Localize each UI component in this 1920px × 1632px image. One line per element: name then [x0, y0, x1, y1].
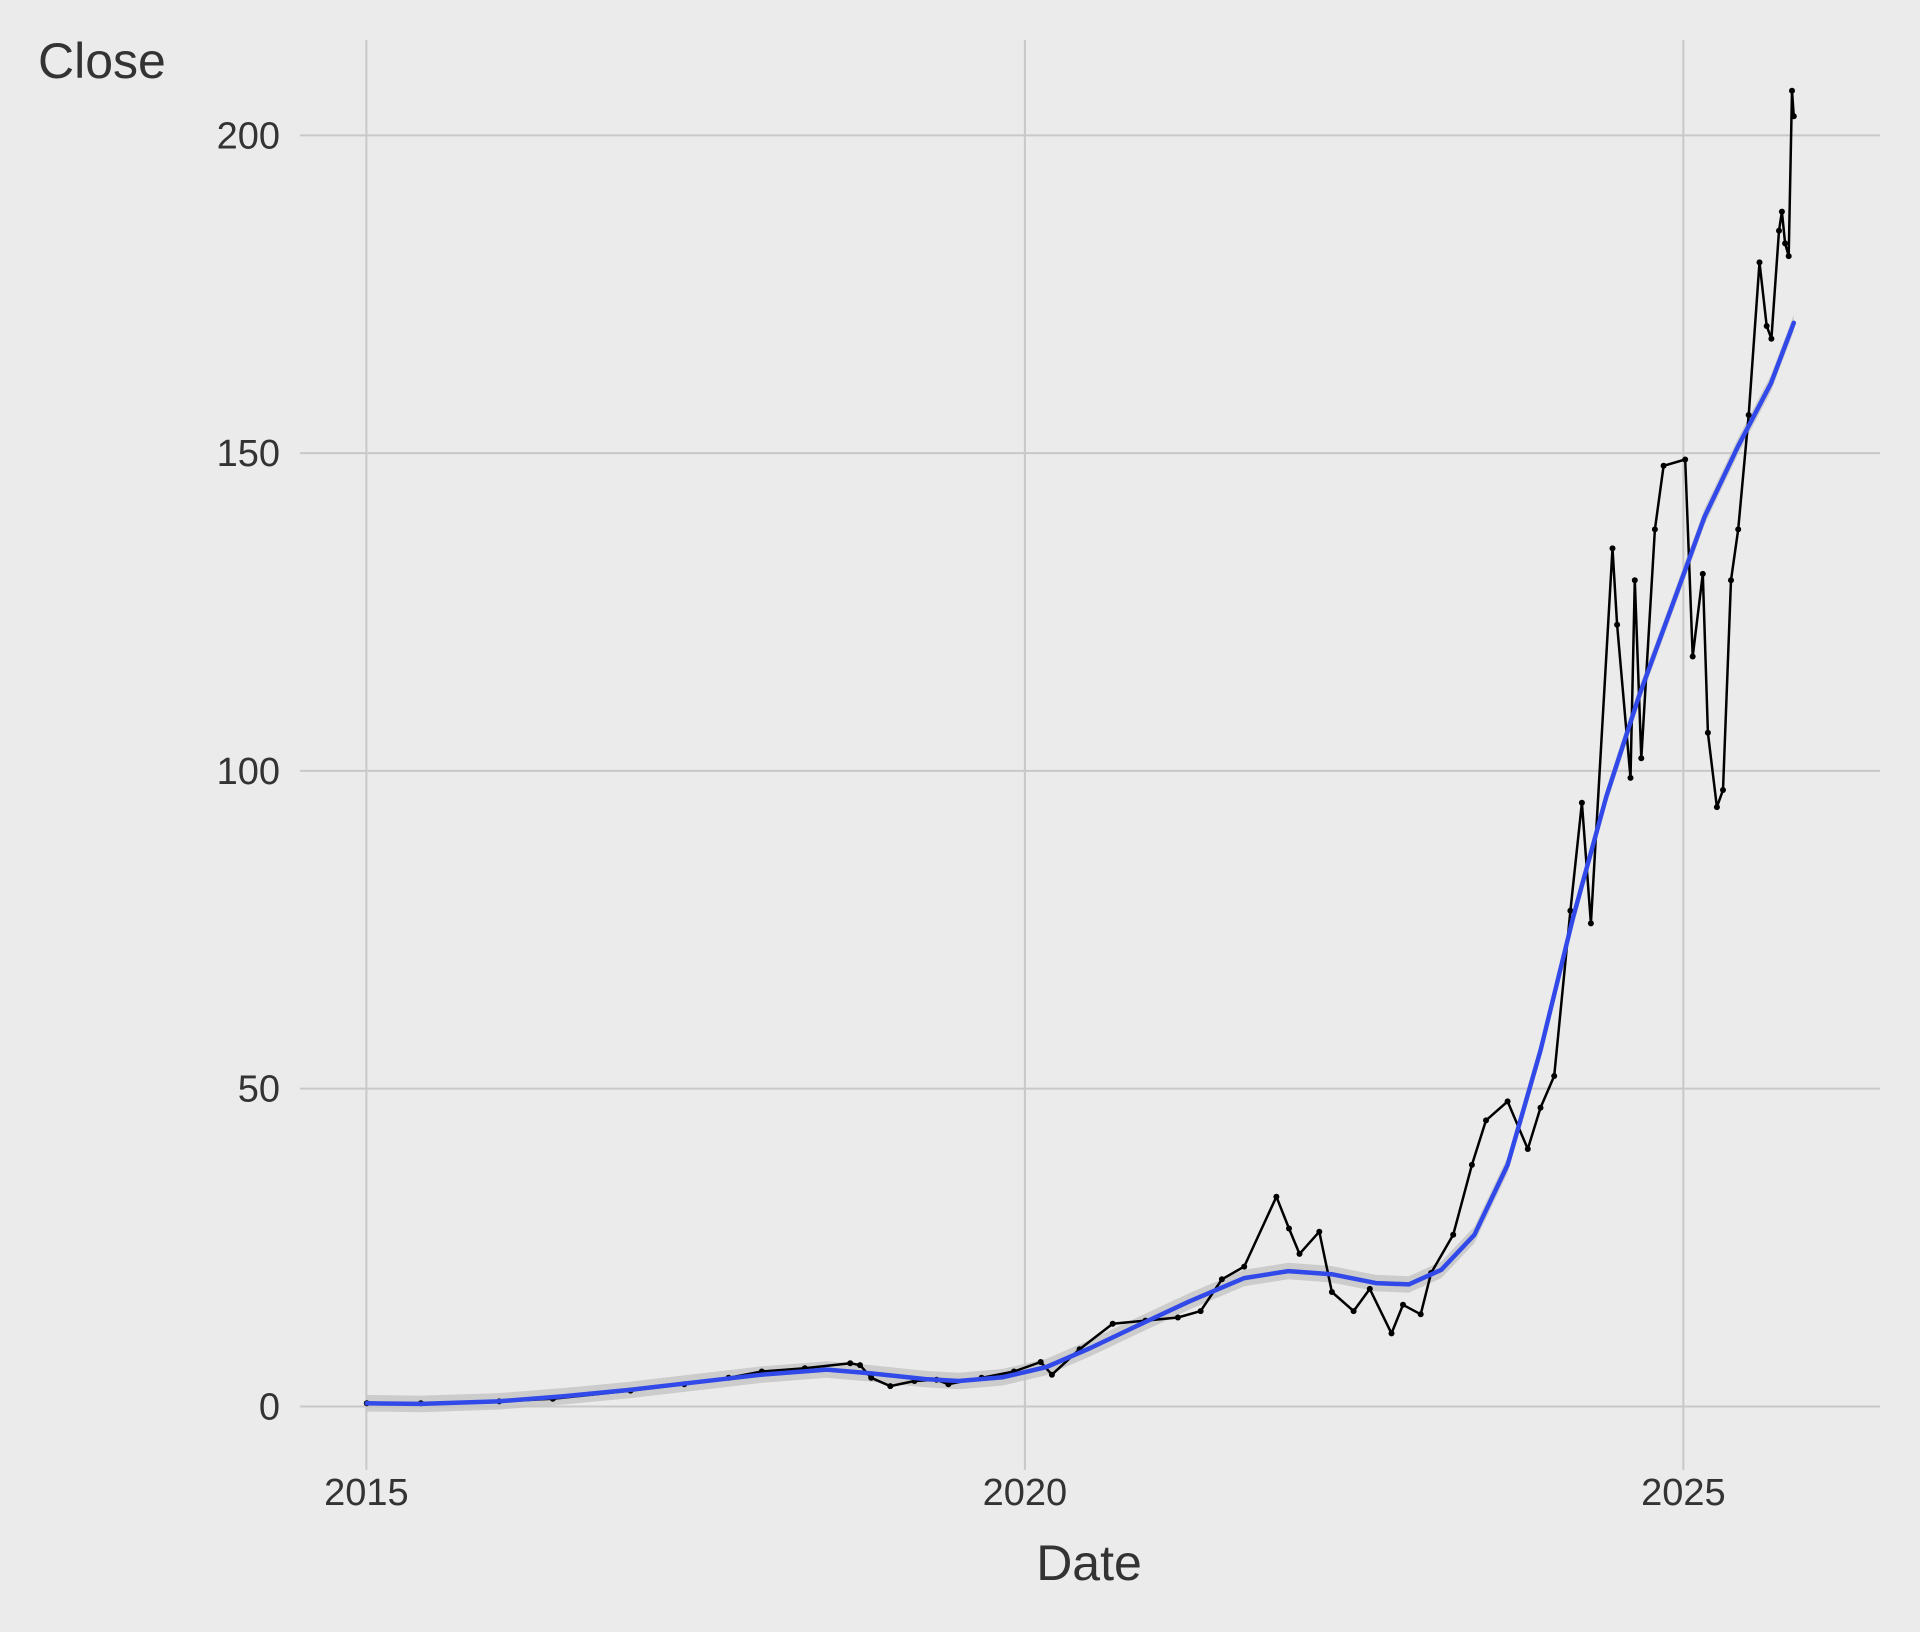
close-price-point [1689, 653, 1696, 660]
close-price-point [1660, 462, 1667, 469]
close-price-point [1551, 1073, 1558, 1079]
close-price-point [1609, 545, 1616, 552]
close-price-point [1682, 456, 1689, 463]
close-price-point [1756, 259, 1763, 266]
close-price-point [1713, 804, 1720, 811]
close-price-point [1567, 907, 1574, 914]
close-price-point [1763, 323, 1770, 329]
y-tick-label: 100 [217, 751, 280, 793]
close-price-point [1328, 1289, 1335, 1295]
close-price-point [1450, 1231, 1457, 1238]
close-price-point [1241, 1263, 1248, 1270]
close-price-point [1704, 729, 1711, 736]
close-price-point [1651, 526, 1658, 533]
close-price-point [1286, 1225, 1292, 1232]
smoothed-fit-line [364, 320, 1797, 1407]
y-tick-label: 200 [217, 115, 280, 157]
close-price-point [1699, 570, 1706, 577]
close-price-point [1720, 787, 1726, 793]
close-price-point [1638, 755, 1645, 762]
close-price-point [1627, 774, 1634, 781]
close-price-point [1614, 621, 1621, 628]
close-price-point [1400, 1301, 1406, 1308]
close-price-point [1350, 1308, 1357, 1315]
close-price-point [1790, 113, 1797, 120]
close-price-point [1782, 240, 1789, 247]
close-price-point [847, 1360, 854, 1367]
x-tick-label: 2025 [1641, 1472, 1726, 1514]
y-tick-label: 50 [238, 1069, 280, 1111]
close-price-point [1316, 1228, 1323, 1235]
close-price-point [1483, 1117, 1489, 1124]
close-price-point [1468, 1161, 1475, 1168]
y-axis-title: Close [38, 33, 166, 89]
close-price-point [857, 1362, 863, 1369]
close-price-point [1745, 412, 1752, 418]
close-price-point [1631, 577, 1638, 584]
close-price-point [1366, 1285, 1373, 1292]
smooth-layer [364, 320, 1797, 1407]
x-tick-label: 2015 [324, 1472, 409, 1514]
close-price-point [1587, 920, 1594, 927]
close-price-point [887, 1383, 894, 1390]
close-price-point [1388, 1330, 1395, 1337]
close-price-point [868, 1374, 875, 1381]
close-price-point [1417, 1311, 1424, 1318]
close-price-point [1037, 1359, 1044, 1365]
close-price-point [1776, 227, 1782, 234]
close-price-point [1174, 1314, 1181, 1321]
close-price-point [1504, 1098, 1511, 1105]
close-price-point [1296, 1250, 1303, 1257]
close-price-point [1218, 1276, 1225, 1283]
close-price-point [1785, 253, 1792, 260]
close-price-point [1048, 1371, 1055, 1378]
x-tick-label: 2020 [983, 1472, 1068, 1514]
close-price-point [1197, 1308, 1204, 1315]
close-price-point [1578, 799, 1585, 806]
close-price-point [1735, 526, 1742, 533]
y-tick-label: 0 [259, 1386, 280, 1428]
y-tick-label: 150 [217, 433, 280, 475]
close-price-point [1273, 1193, 1280, 1200]
close-price-point [1789, 87, 1795, 94]
close-price-point [1728, 577, 1734, 584]
tick-labels: 0 50 100 150 200 2015 2020 2025 [217, 115, 1726, 1514]
grid [300, 40, 1880, 1470]
close-price-point [1768, 335, 1775, 342]
close-price-point [1537, 1104, 1544, 1111]
close-price-point [1524, 1146, 1531, 1152]
close-price-point [1109, 1320, 1116, 1327]
close-price-point [1778, 208, 1785, 215]
x-axis-title: Date [1036, 1535, 1142, 1591]
